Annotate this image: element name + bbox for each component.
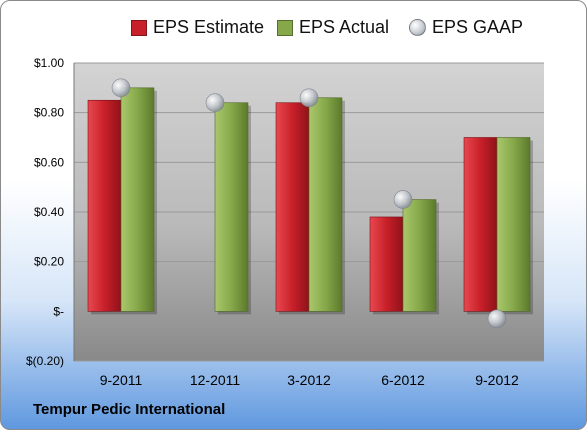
point-eps-gaap — [111, 78, 131, 98]
y-tick-label: $(0.20) — [26, 354, 64, 368]
chart-legend: EPS Estimate EPS Actual EPS GAAP — [1, 17, 586, 43]
y-tick-label: $0.80 — [34, 106, 64, 120]
legend-item-eps-estimate: EPS Estimate — [131, 17, 264, 38]
x-tick-label: 12-2011 — [190, 372, 241, 388]
y-tick-label: $1.00 — [34, 56, 64, 70]
legend-label-gaap: EPS GAAP — [432, 17, 524, 37]
y-tick-label: $0.60 — [34, 155, 64, 169]
legend-item-eps-actual: EPS Actual — [277, 17, 389, 38]
y-tick-label: $0.40 — [34, 205, 64, 219]
x-tick-label: 9-2012 — [475, 372, 519, 388]
bar-eps-estimate — [87, 99, 122, 312]
bar-eps-actual — [308, 97, 343, 312]
legend-item-eps-gaap: EPS GAAP — [409, 17, 523, 38]
point-eps-gaap — [487, 309, 507, 329]
x-tick-label: 3-2012 — [287, 372, 331, 388]
point-eps-gaap — [205, 93, 225, 113]
legend-swatch-estimate — [131, 19, 147, 36]
point-eps-gaap — [393, 190, 413, 209]
y-tick-label: $- — [53, 304, 64, 318]
bar-eps-actual — [214, 102, 249, 312]
bar-eps-estimate — [369, 216, 404, 312]
y-tick-label: $0.20 — [34, 255, 64, 269]
legend-swatch-gaap — [409, 19, 426, 36]
bar-eps-estimate — [275, 102, 310, 312]
x-tick-label: 6-2012 — [381, 372, 425, 388]
bar-eps-estimate — [463, 137, 498, 312]
bar-eps-actual — [402, 199, 437, 312]
legend-label-actual: EPS Actual — [299, 17, 390, 37]
legend-swatch-actual — [277, 19, 293, 36]
bar-eps-actual — [120, 87, 155, 312]
x-tick-label: 9-2011 — [100, 372, 143, 388]
point-eps-gaap — [299, 88, 319, 108]
legend-label-estimate: EPS Estimate — [153, 17, 265, 37]
bar-eps-actual — [496, 137, 531, 312]
company-label: Tempur Pedic International — [33, 401, 226, 418]
